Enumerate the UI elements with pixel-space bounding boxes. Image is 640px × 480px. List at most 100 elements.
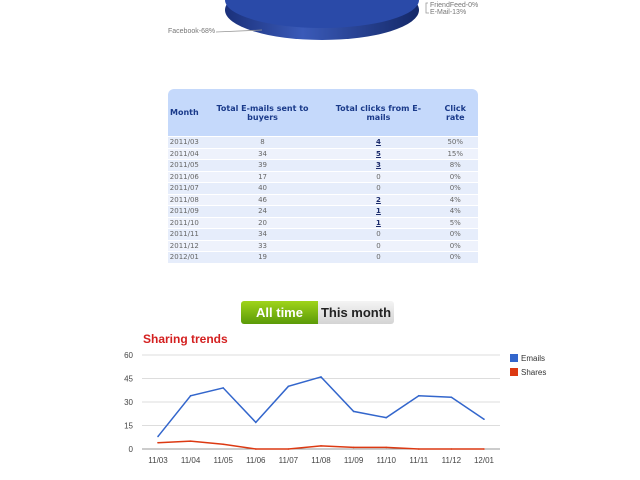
- pie-label: Facebook-68%: [168, 28, 216, 35]
- cell: 3: [324, 159, 433, 171]
- table-row: 2011/04 34 5 15%: [168, 147, 478, 160]
- cell: 0%: [432, 239, 478, 252]
- chart-title: Sharing trends: [143, 332, 228, 346]
- cell: 0: [324, 251, 433, 263]
- cell: 0: [324, 228, 433, 240]
- legend-label: Shares: [521, 368, 546, 377]
- legend-swatch: [510, 368, 518, 376]
- all-time-button[interactable]: All time: [241, 301, 318, 324]
- pie-slice-facebook: [225, 0, 419, 28]
- data-point: [352, 410, 355, 413]
- data-point: [189, 394, 192, 397]
- series-line-emails: [157, 376, 485, 437]
- x-tick-label: 11/10: [376, 456, 396, 465]
- cell: 1: [324, 205, 433, 217]
- cell: 15%: [432, 147, 478, 160]
- cell: 46: [200, 193, 325, 206]
- clicks-link[interactable]: 2: [376, 195, 381, 204]
- cell: 5%: [432, 216, 478, 229]
- table-row: 2012/01 19 0 0%: [168, 251, 478, 263]
- x-tick-label: 11/04: [181, 456, 201, 465]
- this-month-button[interactable]: This month: [318, 301, 394, 324]
- pie-label: FriendFeed-0%: [430, 2, 479, 9]
- cell: 40: [200, 182, 325, 194]
- table-row: 2011/11 34 0 0%: [168, 228, 478, 240]
- table-row: 2011/06 17 0 0%: [168, 170, 478, 183]
- cell: 5: [324, 147, 433, 160]
- cell: 2011/08: [168, 193, 201, 206]
- data-point: [418, 448, 420, 450]
- table-row: 2011/09 24 1 4%: [168, 205, 478, 217]
- x-tick-label: 11/09: [344, 456, 364, 465]
- table-row: 2011/12 33 0 0%: [168, 239, 478, 252]
- table-row: 2011/07 40 0 0%: [168, 182, 478, 194]
- y-tick-label: 15: [124, 422, 133, 431]
- cell: 2011/10: [168, 216, 201, 229]
- legend-swatch: [510, 354, 518, 362]
- cell: 2: [324, 193, 433, 206]
- clicks-link[interactable]: 4: [376, 138, 381, 147]
- data-point: [320, 445, 322, 447]
- table-row: 2011/05 39 3 8%: [168, 159, 478, 171]
- data-point: [385, 446, 388, 449]
- cell: 8: [200, 136, 325, 148]
- pie-label: E-Mail-13%: [430, 9, 467, 16]
- clicks-link[interactable]: 5: [376, 149, 381, 158]
- cell: 24: [200, 205, 325, 217]
- cell: 2011/11: [168, 228, 201, 240]
- x-tick-label: 11/11: [409, 456, 428, 465]
- data-point: [450, 448, 453, 450]
- cell: 2012/01: [168, 251, 201, 263]
- series-line-shares: [157, 440, 484, 450]
- data-point: [483, 448, 485, 450]
- col-header: Total E-mails sent to buyers: [200, 89, 325, 137]
- cell: 34: [200, 147, 325, 160]
- cell: 0%: [432, 251, 478, 263]
- y-tick-label: 45: [124, 375, 133, 384]
- cell: 4%: [432, 205, 478, 217]
- cell: 4: [324, 136, 433, 148]
- cell: 2011/06: [168, 170, 201, 183]
- data-point: [222, 387, 224, 389]
- cell: 0: [324, 170, 433, 183]
- col-header: Click rate: [432, 89, 478, 137]
- col-header: Total clicks from E-mails: [324, 89, 433, 137]
- cell: 2011/07: [168, 182, 201, 194]
- cell: 1: [324, 216, 433, 229]
- cell: 0%: [432, 228, 478, 240]
- table-row: 2011/03 8 4 50%: [168, 136, 478, 148]
- cell: 2011/12: [168, 239, 201, 252]
- clicks-link[interactable]: 1: [376, 218, 381, 227]
- clicks-link[interactable]: 3: [376, 161, 381, 170]
- data-point: [450, 396, 453, 399]
- data-point: [320, 376, 322, 378]
- x-tick-label: 11/07: [279, 456, 299, 465]
- x-tick-label: 11/05: [213, 456, 233, 465]
- clicks-link[interactable]: 1: [376, 207, 381, 216]
- table-row: 2011/08 46 2 4%: [168, 193, 478, 206]
- col-header: Month: [168, 89, 201, 137]
- data-point: [157, 441, 159, 444]
- data-point: [287, 385, 290, 388]
- data-point: [418, 394, 420, 397]
- cell: 34: [200, 228, 325, 240]
- data-point: [385, 416, 388, 419]
- pie-chart: [215, 0, 429, 40]
- x-tick-label: 11/12: [442, 456, 462, 465]
- data-point: [287, 448, 290, 450]
- data-point: [222, 443, 224, 446]
- data-point: [189, 440, 192, 442]
- cell: 0: [324, 239, 433, 252]
- data-point: [255, 421, 257, 424]
- cell: 2011/03: [168, 136, 201, 148]
- x-tick-label: 11/06: [246, 456, 266, 465]
- x-tick-label: 11/03: [148, 456, 168, 465]
- cell: 39: [200, 159, 325, 171]
- cell: 33: [200, 239, 325, 252]
- cell: 2011/09: [168, 205, 201, 217]
- cell: 0: [324, 182, 433, 194]
- table-row: 2011/10 20 1 5%: [168, 216, 478, 229]
- cell: 19: [200, 251, 325, 263]
- data-point: [483, 418, 485, 421]
- y-tick-label: 60: [124, 351, 133, 360]
